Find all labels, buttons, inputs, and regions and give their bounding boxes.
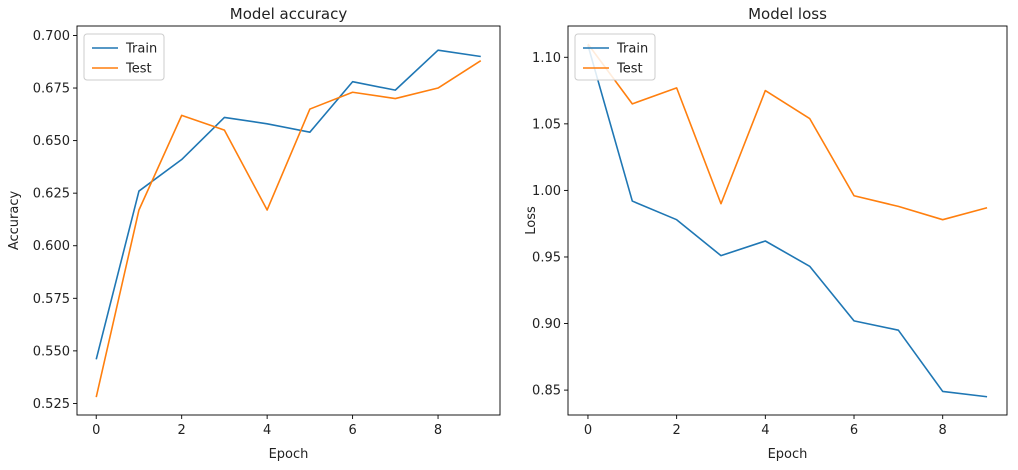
y-tick-label: 0.525 (33, 397, 70, 412)
accuracy-panel: 0 2 4 6 8 0.525 0.550 0.575 0.600 0.625 0.650 0.675… (7, 5, 501, 462)
x-tick-label: 4 (761, 423, 769, 438)
y-tick-label: 0.90 (532, 317, 561, 332)
y-tick-label: 0.600 (33, 239, 70, 254)
x-tick-label: 2 (178, 423, 186, 438)
x-tick-label: 0 (92, 423, 100, 438)
y-tick-label: 0.625 (33, 187, 70, 202)
x-tick-label: 6 (348, 423, 356, 438)
y-tick-label: 0.85 (532, 384, 561, 399)
y-tick-label: 0.675 (33, 82, 70, 97)
y-tick-label: 0.95 (532, 250, 561, 265)
series-line-test (95, 60, 482, 398)
y-tick-label: 0.650 (33, 134, 70, 149)
legend: Train Test (83, 33, 165, 81)
legend-label-train: Train (616, 42, 648, 57)
series-line-train (95, 49, 481, 360)
series-line-test (587, 43, 988, 221)
loss-panel: 0 2 4 6 8 0.85 0.90 0.95 1.00 1.05 1.10 Model loss E… (524, 5, 1008, 462)
plot-frame (76, 25, 501, 416)
x-axis-label: Epoch (768, 447, 808, 462)
y-tick-label: 1.10 (532, 51, 561, 66)
plot-frame (567, 25, 1008, 416)
x-axis-label: Epoch (269, 447, 309, 462)
y-tick-label: 1.05 (532, 117, 561, 132)
x-tick-label: 6 (850, 423, 858, 438)
y-tick-label: 0.575 (33, 292, 70, 307)
legend-label-test: Test (125, 62, 152, 77)
legend-label-test: Test (616, 62, 643, 77)
x-tick-label: 4 (263, 423, 271, 438)
x-tick-label: 2 (673, 423, 681, 438)
chart-title: Model accuracy (230, 5, 348, 23)
x-tick-label: 0 (584, 423, 592, 438)
x-tick-label: 8 (939, 423, 947, 438)
series-line-train (587, 45, 988, 398)
chart-title: Model loss (748, 5, 827, 23)
y-tick-label: 1.00 (532, 184, 561, 199)
y-tick-label: 0.550 (33, 344, 70, 359)
y-tick-label: 0.700 (33, 29, 70, 44)
legend-label-train: Train (125, 42, 157, 57)
legend: Train Test (574, 33, 656, 81)
x-tick-label: 8 (434, 423, 442, 438)
y-axis-label: Loss (524, 206, 539, 235)
y-axis-label: Accuracy (7, 191, 22, 251)
